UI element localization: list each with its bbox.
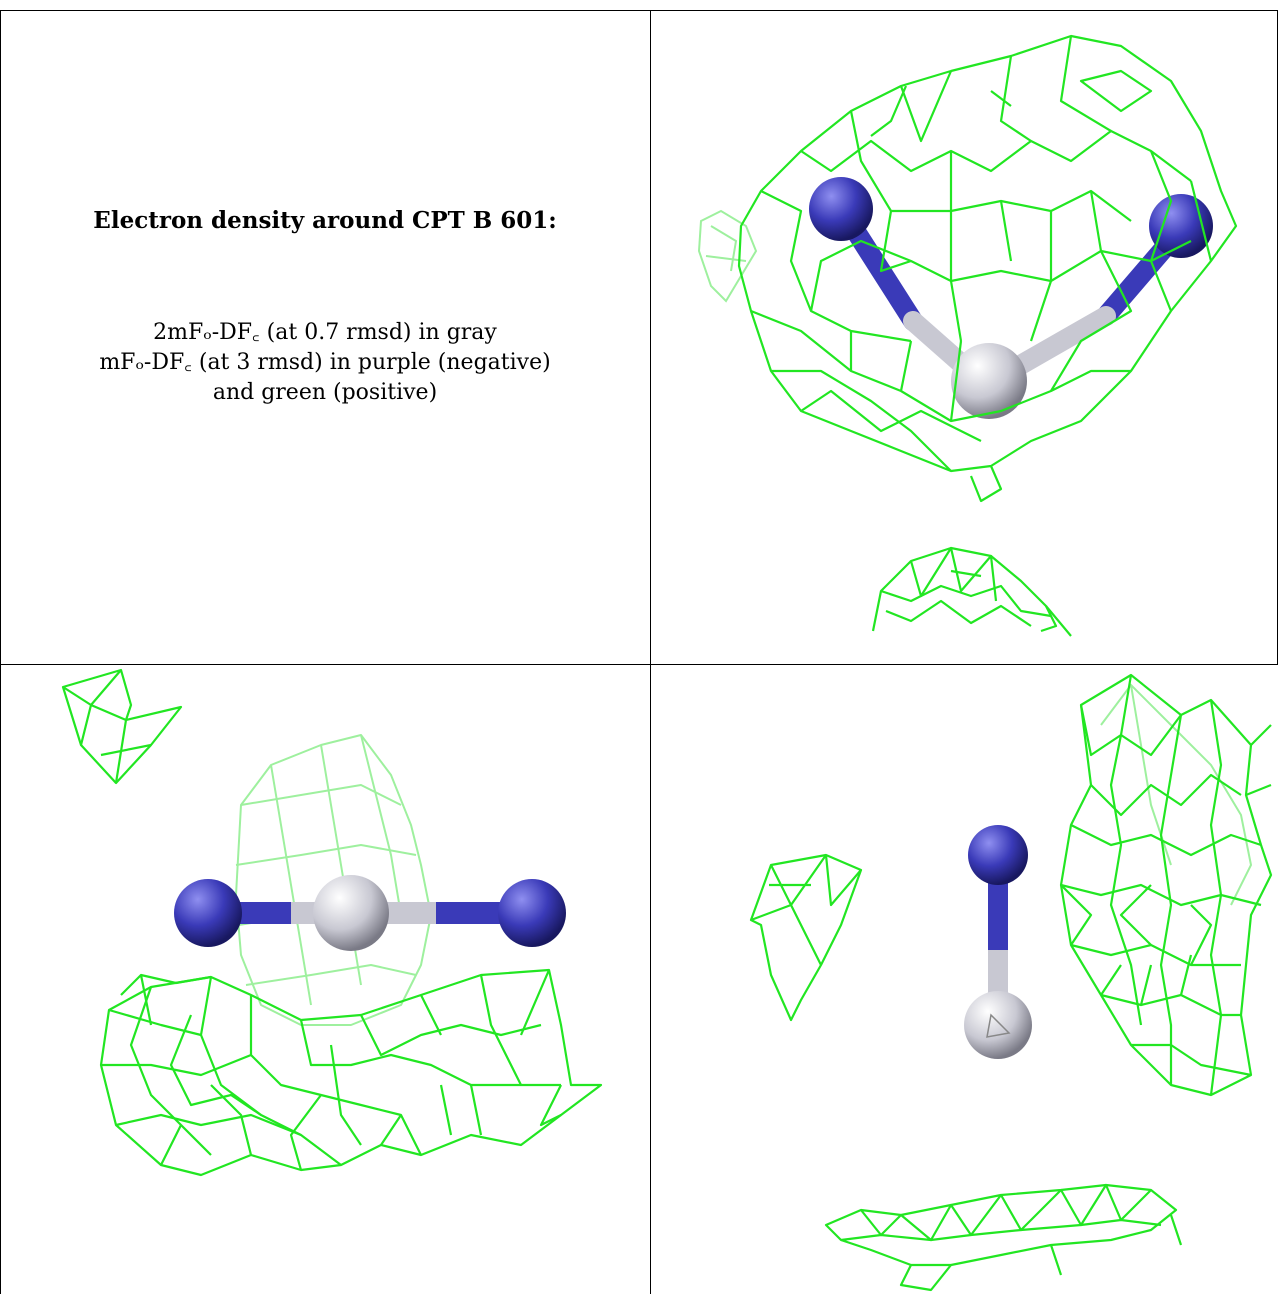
view-bottom-right xyxy=(651,665,1277,1294)
mesh-faded xyxy=(697,209,758,303)
caption-legend: 2mFₒ-DF꜀ (at 0.7 rmsd) in gray mFₒ-DF꜀ (… xyxy=(0,318,650,408)
divider-horizontal xyxy=(0,664,1278,665)
border-left xyxy=(0,10,1,1294)
caption-cell: Electron density around CPT B 601: 2mFₒ-… xyxy=(0,0,650,664)
caption-line-2fo: 2mFₒ-DF꜀ (at 0.7 rmsd) in gray xyxy=(153,320,497,345)
mesh-positive xyxy=(99,968,603,1177)
nitrogen-atom xyxy=(968,825,1028,885)
molecule xyxy=(809,177,1213,419)
nitrogen-atom xyxy=(809,177,873,241)
nitrogen-atom xyxy=(174,879,242,947)
molecule xyxy=(174,875,566,951)
nitrogen-atom xyxy=(1149,194,1213,258)
view-top-right xyxy=(651,11,1277,664)
caption-line-fo: mFₒ-DF꜀ (at 3 rmsd) in purple (negative) xyxy=(99,350,551,375)
border-top xyxy=(0,10,1278,11)
carbon-atom xyxy=(964,991,1032,1059)
mesh-positive-lower xyxy=(871,546,1072,637)
mesh-positive-fragment xyxy=(61,668,183,785)
mesh-positive-fragment xyxy=(749,853,863,1022)
mesh-positive xyxy=(737,34,1238,503)
mesh-positive xyxy=(1059,673,1273,1097)
molecule xyxy=(964,825,1032,1059)
view-bottom-left xyxy=(1,665,650,1294)
mesh-positive-lower xyxy=(824,1183,1183,1292)
caption-title: Electron density around CPT B 601: xyxy=(93,207,557,234)
carbon-atom xyxy=(951,343,1027,419)
divider-vertical xyxy=(650,10,651,1294)
nitrogen-atom xyxy=(498,879,566,947)
caption-line-colors: and green (positive) xyxy=(212,380,438,405)
carbon-atom xyxy=(313,875,389,951)
